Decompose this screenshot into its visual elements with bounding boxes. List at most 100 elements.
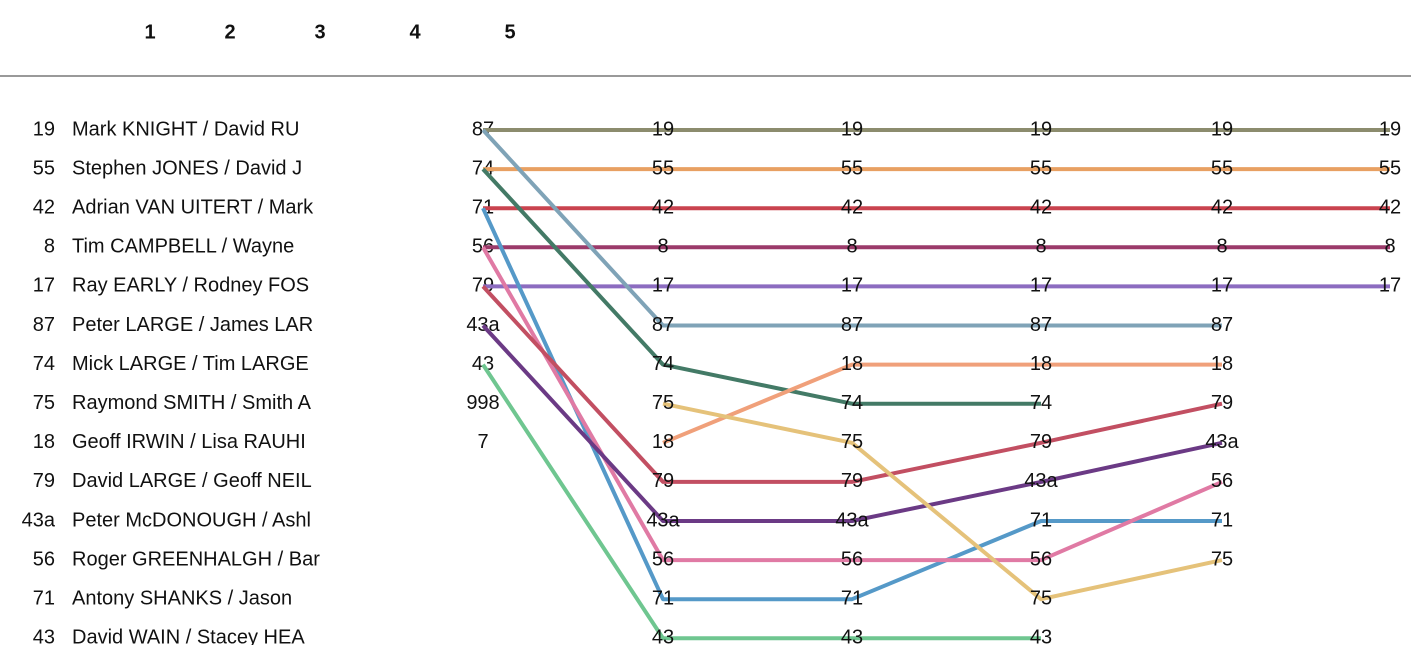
series-point-label: 8 xyxy=(846,236,857,258)
series-point-label: 55 xyxy=(1030,157,1052,179)
start-column-label: 7 xyxy=(477,431,488,453)
series-point-label: 17 xyxy=(841,275,863,297)
series-point-label: 87 xyxy=(1211,314,1233,336)
entry-crew: David WAIN / Stacey HEA xyxy=(72,627,305,645)
series-labels: 19 19 19 19 19 55 55 55 55 55 42 42 42 42 42 8 8 8 8 8 17 17 1… xyxy=(646,118,1401,645)
series-point-label: 55 xyxy=(841,157,863,179)
entry-crew: David LARGE / Geoff NEIL xyxy=(72,470,312,492)
entry-crew: Geoff IRWIN / Lisa RAUHI xyxy=(72,431,306,453)
entry-crew: Stephen JONES / David J xyxy=(72,157,302,179)
series-point-label: 43a xyxy=(1024,470,1058,492)
entry-crew: Adrian VAN UITERT / Mark xyxy=(72,196,314,218)
series-point-label: 43 xyxy=(1030,627,1052,645)
series-point-label: 19 xyxy=(1211,118,1233,140)
series-point-label: 71 xyxy=(1211,509,1233,531)
series-line xyxy=(662,362,1222,445)
series-point-label: 43 xyxy=(652,627,674,645)
series-point-label: 55 xyxy=(1211,157,1233,179)
entry-crew: Peter McDONOUGH / Ashl xyxy=(72,509,311,531)
series-point-label: 18 xyxy=(841,353,863,375)
entry-number: 79 xyxy=(33,470,55,492)
series-line xyxy=(481,285,1223,484)
entry-crew: Roger GREENHALGH / Bar xyxy=(72,548,320,570)
series-point-label: 55 xyxy=(1379,157,1401,179)
series-point-label: 43a xyxy=(1205,431,1239,453)
entry-number: 55 xyxy=(33,157,55,179)
series-point-label: 56 xyxy=(652,548,674,570)
series-point-label: 17 xyxy=(1379,275,1401,297)
series-point-label: 79 xyxy=(841,470,863,492)
stage-header-label: 3 xyxy=(314,21,325,43)
series-point-label: 42 xyxy=(652,196,674,218)
series-point-label: 43a xyxy=(835,509,869,531)
entry-number: 43a xyxy=(22,509,56,531)
series-point-label: 87 xyxy=(1030,314,1052,336)
series-point-label: 8 xyxy=(657,236,668,258)
start-column-label: 43 xyxy=(472,353,494,375)
start-column-label: 43a xyxy=(466,314,500,336)
entry-number: 42 xyxy=(33,196,55,218)
entry-number: 8 xyxy=(44,236,55,258)
series-point-label: 18 xyxy=(652,431,674,453)
series-point-label: 17 xyxy=(1030,275,1052,297)
stage-header: 1 2 3 4 5 xyxy=(144,21,515,43)
entry-number: 18 xyxy=(33,431,55,453)
series-point-label: 74 xyxy=(841,392,863,414)
series-point-label: 43a xyxy=(646,509,680,531)
series-point-label: 79 xyxy=(652,470,674,492)
entry-number: 17 xyxy=(33,275,55,297)
series-point-label: 56 xyxy=(841,548,863,570)
start-column-label: 998 xyxy=(466,392,499,414)
entry-number: 56 xyxy=(33,548,55,570)
stage-header-label: 5 xyxy=(504,21,515,43)
series-point-label: 71 xyxy=(1030,509,1052,531)
entry-crew: Antony SHANKS / Jason xyxy=(72,587,292,609)
series-point-label: 17 xyxy=(652,275,674,297)
entry-crew: Tim CAMPBELL / Wayne xyxy=(72,236,294,258)
series-point-label: 19 xyxy=(1379,118,1401,140)
series-point-label: 8 xyxy=(1384,236,1395,258)
entry-number: 19 xyxy=(33,118,55,140)
series-point-label: 8 xyxy=(1035,236,1046,258)
entry-number: 87 xyxy=(33,314,55,336)
series-line xyxy=(481,128,1222,328)
series-point-label: 43 xyxy=(841,627,863,645)
entry-number: 75 xyxy=(33,392,55,414)
entry-crew: Ray EARLY / Rodney FOS xyxy=(72,275,309,297)
series-line xyxy=(481,207,1222,602)
series-point-label: 75 xyxy=(1211,548,1233,570)
series-point-label: 19 xyxy=(652,118,674,140)
series-point-label: 42 xyxy=(841,196,863,218)
series-point-label: 74 xyxy=(652,353,674,375)
series-point-label: 71 xyxy=(841,587,863,609)
series-point-label: 42 xyxy=(1379,196,1401,218)
series-point-label: 55 xyxy=(652,157,674,179)
series-line xyxy=(662,401,1223,602)
series-line xyxy=(481,363,1041,641)
series-point-label: 8 xyxy=(1216,236,1227,258)
series-point-label: 18 xyxy=(1030,353,1052,375)
series-point-label: 75 xyxy=(1030,587,1052,609)
series-point-label: 74 xyxy=(1030,392,1052,414)
series-point-label: 56 xyxy=(1211,470,1233,492)
series-point-label: 75 xyxy=(652,392,674,414)
entry-crew: Raymond SMITH / Smith A xyxy=(72,392,312,414)
entry-number: 74 xyxy=(33,353,55,375)
series-point-label: 18 xyxy=(1211,353,1233,375)
series-point-label: 19 xyxy=(841,118,863,140)
entry-number: 71 xyxy=(33,587,55,609)
series-point-label: 71 xyxy=(652,587,674,609)
series-point-label: 56 xyxy=(1030,548,1052,570)
series-point-label: 42 xyxy=(1030,196,1052,218)
stage-header-label: 1 xyxy=(144,21,155,43)
series-point-label: 17 xyxy=(1211,275,1233,297)
entry-crew: Peter LARGE / James LAR xyxy=(72,314,313,336)
series-point-label: 19 xyxy=(1030,118,1052,140)
series-point-label: 79 xyxy=(1030,431,1052,453)
entry-crew: Mick LARGE / Tim LARGE xyxy=(72,353,309,375)
series-lines xyxy=(481,128,1390,641)
series-line xyxy=(481,167,1041,406)
entry-crew: Mark KNIGHT / David RU xyxy=(72,118,299,140)
series-point-label: 42 xyxy=(1211,196,1233,218)
